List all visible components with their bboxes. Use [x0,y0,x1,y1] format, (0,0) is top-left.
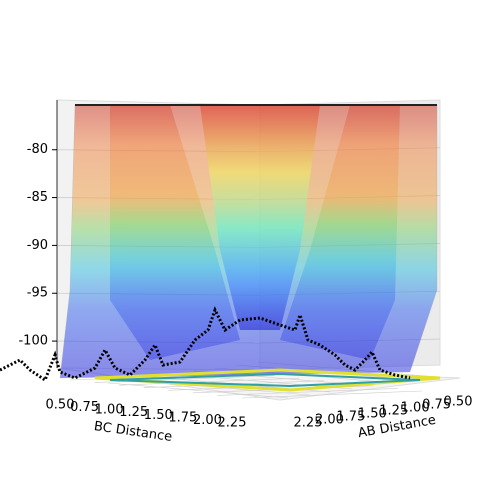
y-tick-label: 0.75 [422,398,451,413]
x-tick-label: 1.25 [119,405,148,420]
x-tick-label: 1.00 [95,403,124,418]
x-tick-label: 0.75 [70,400,99,415]
x-tick-label: 0.50 [46,398,75,413]
x-tick-label: 2.25 [218,416,247,431]
grid-line [107,382,289,399]
z-tick-label: -85 [27,190,48,205]
z-tick-label: -100 [18,334,48,349]
z-tick-label: -80 [27,142,48,157]
y-tick-label: 0.50 [444,395,473,410]
x-tick-label: 2.00 [193,413,222,428]
z-tick-label: -95 [27,286,48,301]
y-tick-label: 1.75 [336,410,365,425]
z-tick-label: -90 [27,238,48,253]
grid-line [217,388,398,396]
x-axis-label: BC Distance [93,419,173,445]
y-tick-label: 1.25 [379,404,408,419]
surface [59,104,441,392]
y-tick-label: 2.25 [294,416,323,431]
y-tick-label: 1.50 [358,407,387,422]
x-tick-label: 1.75 [168,410,197,425]
y-tick-label: 2.00 [315,413,344,428]
y-tick-label: 1.00 [401,401,430,416]
x-tick-label: 1.50 [144,408,173,423]
